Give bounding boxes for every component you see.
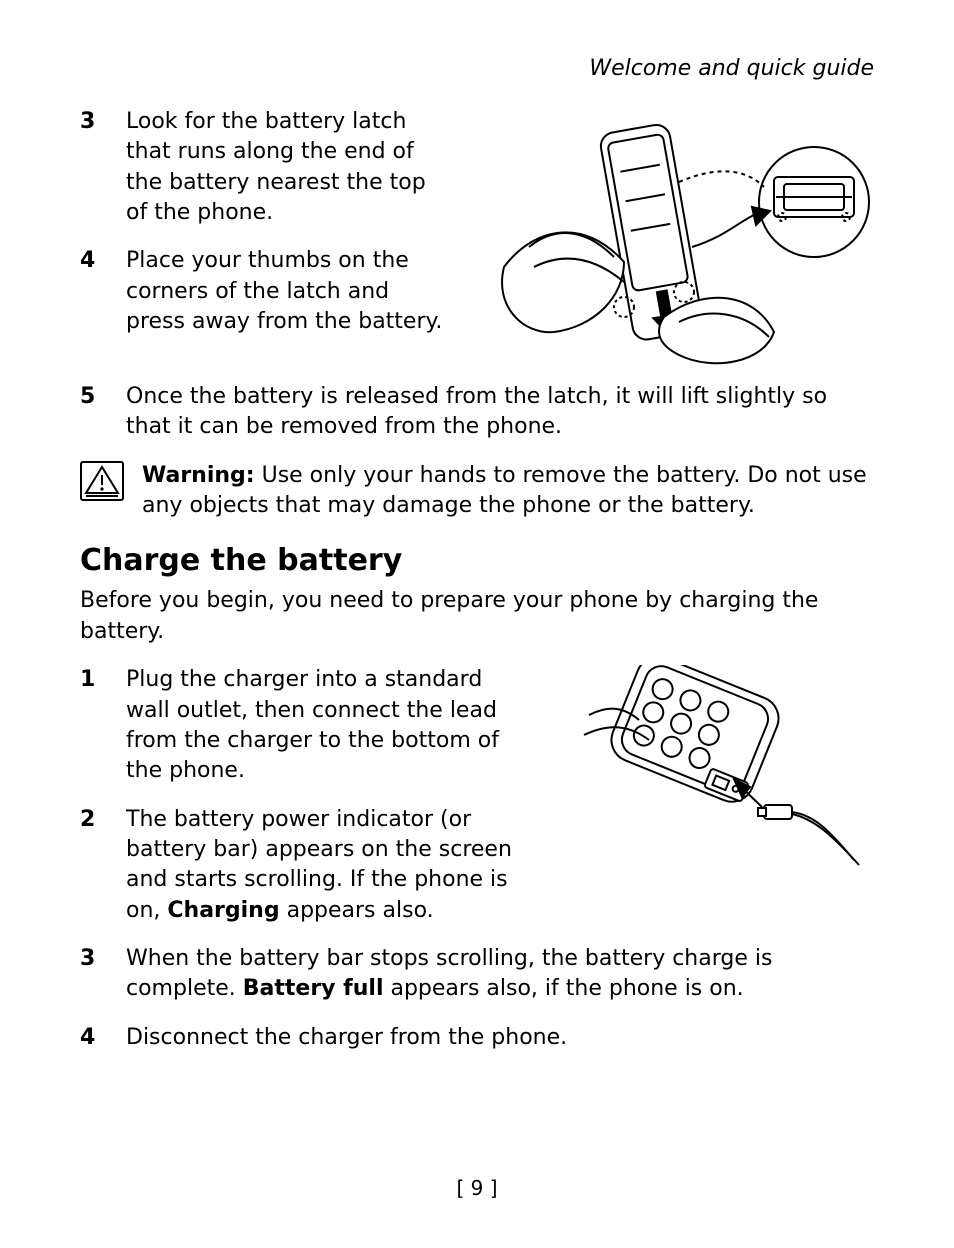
step-list-charge: Plug the charger into a standard wall ou… (80, 665, 530, 926)
step-list-charge-cont: When the battery bar stops scrolling, th… (80, 944, 874, 1053)
running-header: Welcome and quick guide (80, 56, 874, 81)
section-intro-charge: Before you begin, you need to prepare yo… (80, 586, 874, 647)
battery-removal-illustration (474, 107, 874, 382)
step-list-battery: Look for the battery latch that runs alo… (80, 107, 450, 338)
charge-step-3: When the battery bar stops scrolling, th… (80, 944, 874, 1005)
step-3: Look for the battery latch that runs alo… (80, 107, 450, 228)
charger-illustration (554, 665, 874, 880)
charge-step-2: The battery power indicator (or battery … (80, 805, 530, 926)
step-list-battery-cont: Once the battery is released from the la… (80, 382, 874, 443)
section-heading-charge: Charge the battery (80, 543, 874, 578)
step-4: Place your thumbs on the corners of the … (80, 246, 450, 337)
warning-text: Warning: Use only your hands to remove t… (142, 461, 874, 522)
charge-step-4: Disconnect the charger from the phone. (80, 1023, 874, 1053)
warning-icon (80, 461, 124, 501)
page-number: [ 9 ] (0, 1176, 954, 1200)
step-5: Once the battery is released from the la… (80, 382, 874, 443)
warning-label: Warning: (142, 463, 255, 488)
charge-step-1: Plug the charger into a standard wall ou… (80, 665, 530, 786)
